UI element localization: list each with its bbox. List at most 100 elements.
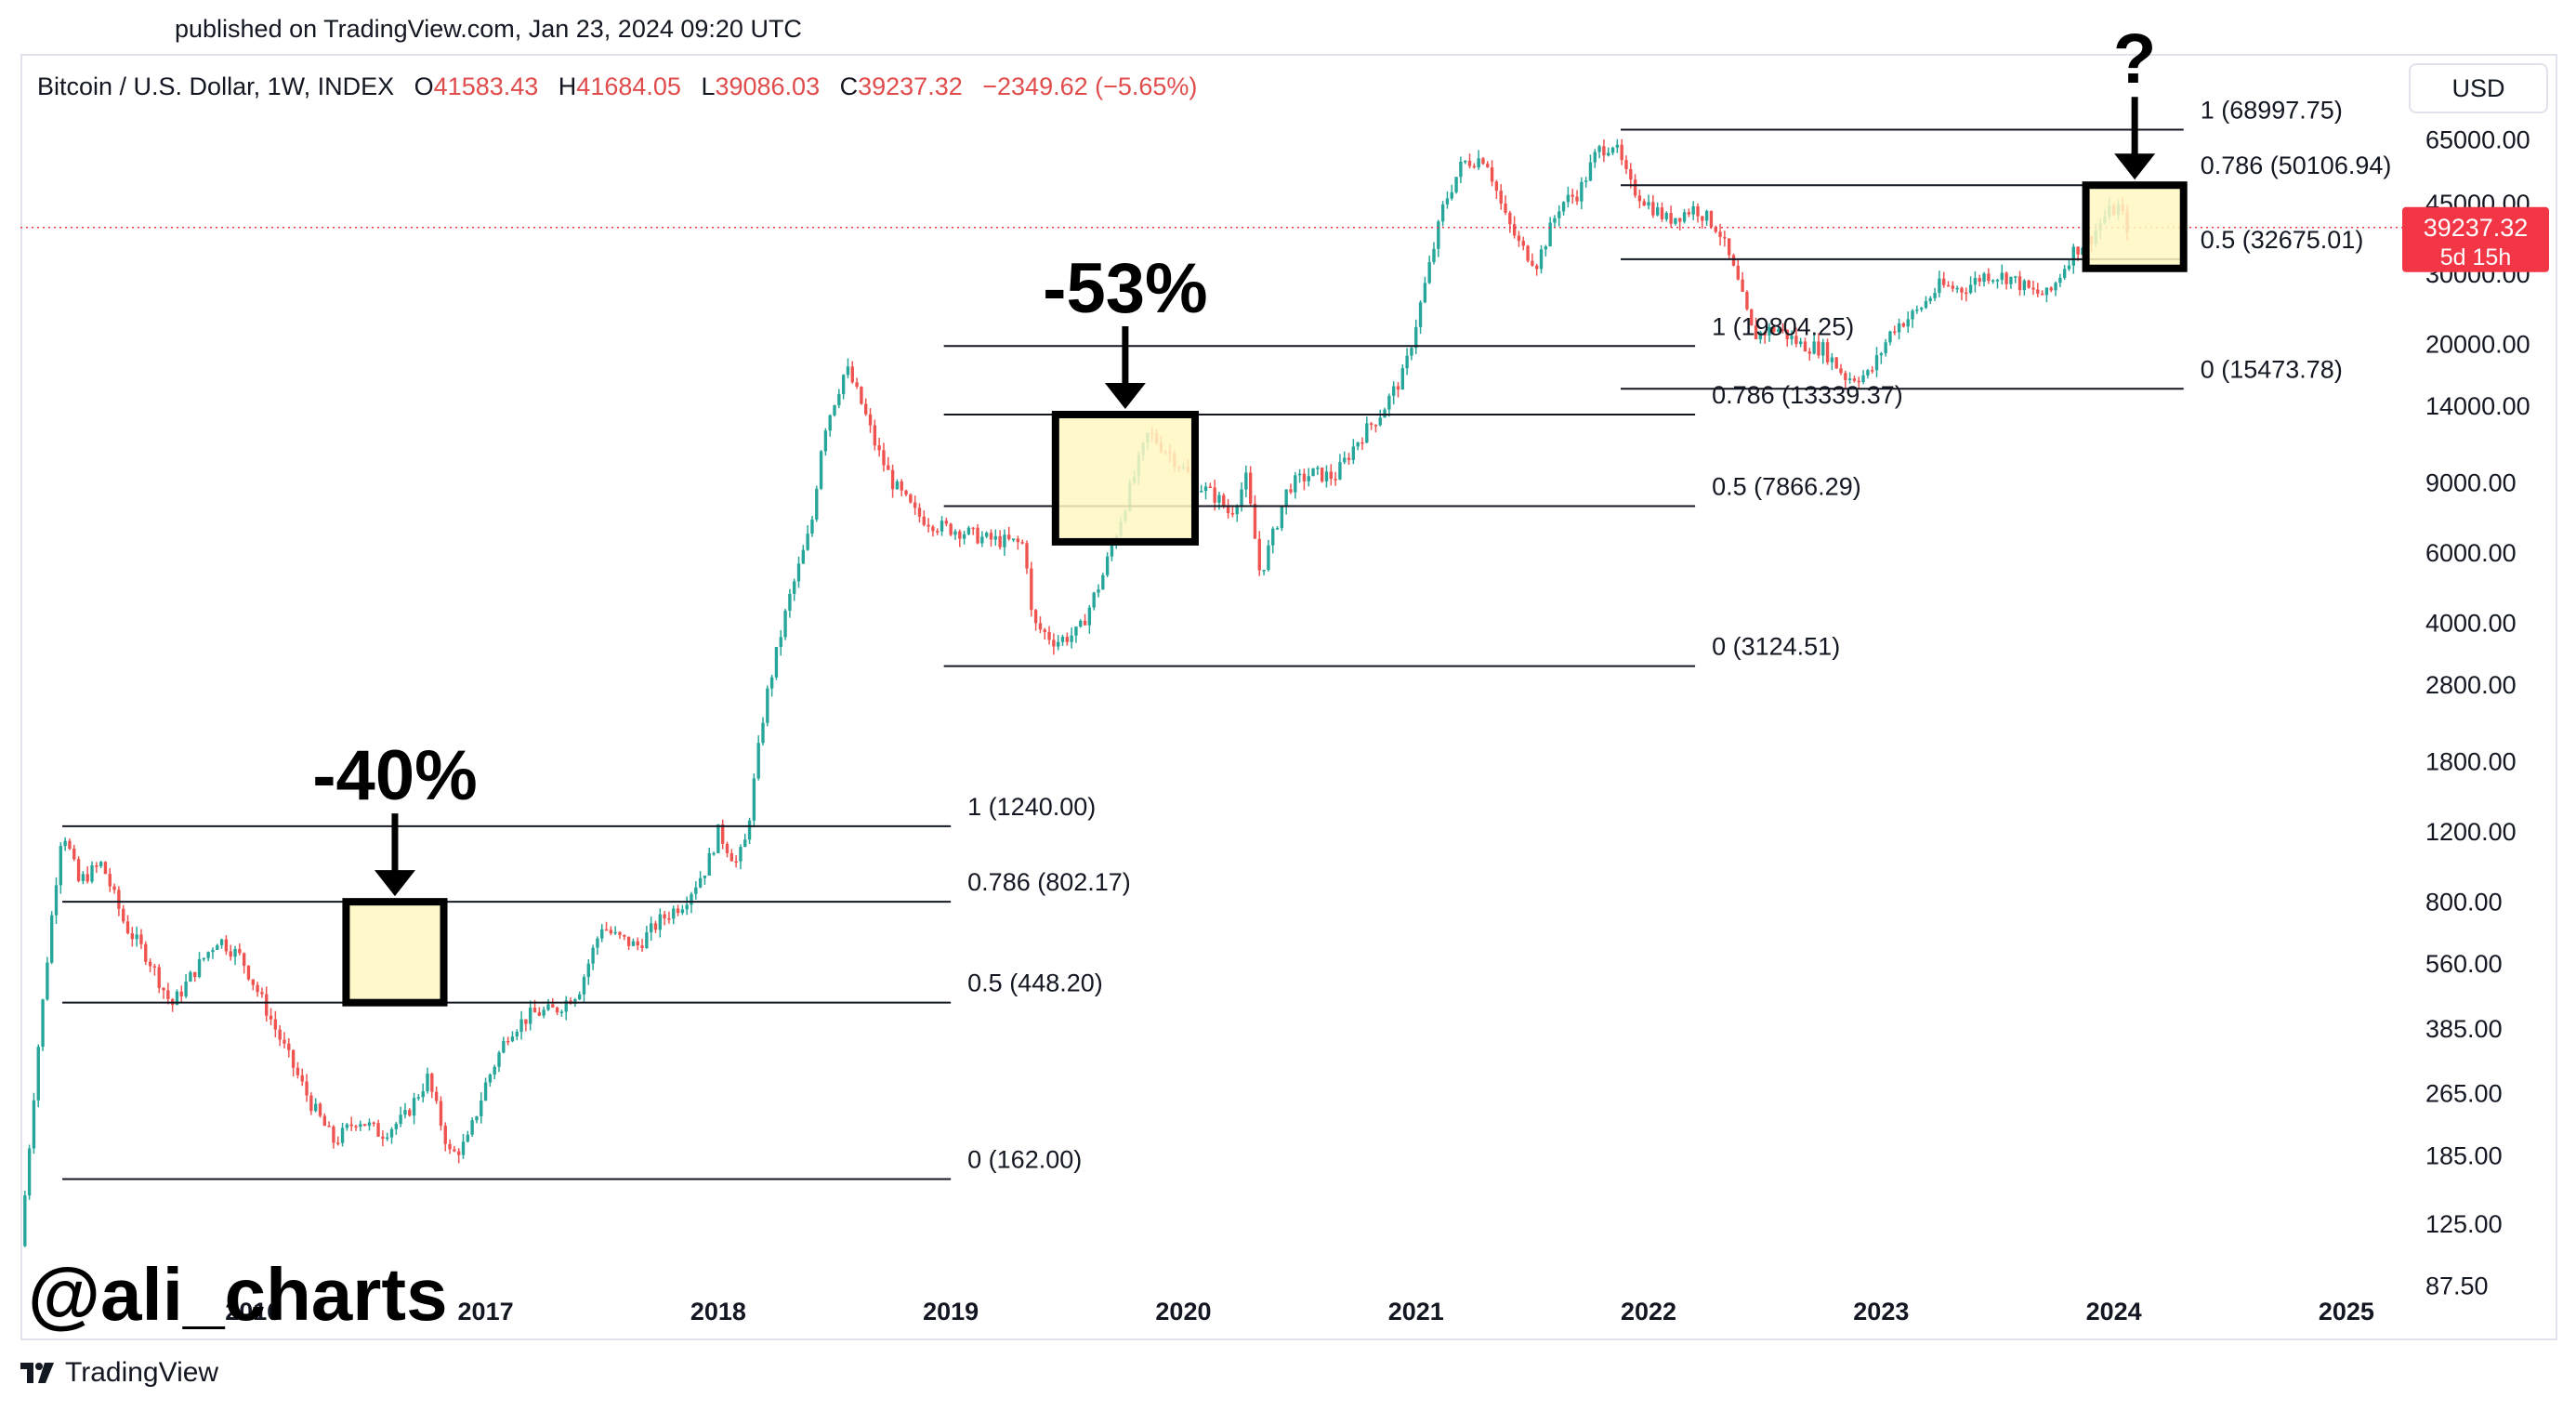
candle: [448, 1143, 452, 1150]
candle: [860, 387, 863, 404]
candle: [529, 1008, 532, 1024]
candle: [917, 508, 922, 517]
candle: [815, 488, 819, 520]
candle: [345, 1124, 349, 1128]
candle: [54, 885, 59, 916]
high-value: 41684.05: [576, 73, 681, 100]
candle: [725, 843, 729, 853]
candle: [2004, 272, 2008, 284]
y-axis-tick-label: 6000.00: [2425, 539, 2517, 567]
candle: [1745, 291, 1749, 310]
candle: [189, 971, 192, 982]
candle: [1830, 357, 1834, 363]
annotation-arrow-head: [2114, 153, 2156, 180]
candle: [313, 1103, 318, 1112]
candle: [756, 743, 760, 779]
change-value: −2349.62 (−5.65%): [982, 73, 1198, 100]
candle: [1718, 231, 1722, 238]
candle: [443, 1126, 447, 1144]
candle: [453, 1149, 456, 1152]
candle: [1405, 355, 1409, 369]
candle: [739, 847, 743, 862]
candle: [707, 853, 711, 876]
candle: [162, 987, 165, 991]
candle: [922, 516, 926, 525]
candle: [1839, 368, 1843, 374]
candle: [1324, 471, 1329, 481]
candle: [1629, 168, 1633, 180]
candle: [322, 1115, 326, 1127]
candle: [734, 861, 738, 864]
candle: [135, 934, 138, 940]
candle: [1674, 218, 1677, 224]
candle: [502, 1040, 506, 1053]
candle: [1257, 538, 1261, 571]
candle: [41, 999, 45, 1048]
candle: [1033, 610, 1038, 624]
candle: [1472, 165, 1477, 168]
candle: [779, 637, 782, 647]
candle: [833, 405, 836, 415]
candle: [564, 1000, 568, 1012]
candle: [1799, 341, 1803, 345]
candle: [367, 1122, 372, 1127]
candle: [359, 1124, 362, 1127]
candle: [506, 1040, 510, 1043]
candle: [537, 1012, 542, 1016]
candle: [716, 824, 720, 853]
candle: [743, 839, 747, 848]
y-axis-tick-label: 560.00: [2425, 950, 2503, 978]
candle: [211, 949, 215, 953]
published-note: published on TradingView.com, Jan 23, 20…: [175, 15, 802, 43]
candle: [1987, 273, 1991, 282]
candle: [1294, 475, 1297, 493]
candle: [1477, 158, 1480, 168]
candle: [1660, 207, 1664, 219]
candle: [1664, 213, 1668, 219]
candle: [1727, 238, 1731, 256]
candle: [1561, 202, 1566, 212]
y-axis-tick-label: 800.00: [2425, 889, 2503, 916]
candle: [1701, 216, 1704, 221]
candle: [470, 1120, 474, 1135]
candle: [1580, 181, 1584, 202]
candle: [604, 929, 609, 931]
candle: [1087, 607, 1092, 626]
candle: [698, 877, 703, 888]
candle: [27, 1148, 32, 1196]
candle: [1297, 473, 1302, 476]
candle: [2071, 246, 2075, 266]
candle: [1065, 637, 1069, 642]
annotation-label: -53%: [1043, 249, 1207, 328]
fib-level-label: 1 (68997.75): [2201, 97, 2343, 125]
candle: [841, 375, 846, 394]
candle: [1226, 507, 1230, 514]
candle: [1871, 370, 1874, 372]
candle: [2000, 272, 2004, 281]
candle: [877, 445, 881, 451]
highlight-box: [1051, 410, 1199, 546]
candle: [672, 908, 676, 919]
candle: [984, 533, 989, 537]
author-watermark: @ali_charts: [28, 1253, 448, 1336]
candle: [493, 1066, 496, 1075]
candle: [112, 886, 116, 890]
candle: [1776, 329, 1781, 332]
candle: [1343, 457, 1347, 463]
candle: [1911, 310, 1914, 320]
candle: [1351, 446, 1356, 460]
candle: [1995, 280, 2000, 282]
candle: [993, 535, 997, 540]
candle: [546, 1004, 550, 1010]
candle: [349, 1124, 353, 1127]
candle: [300, 1075, 304, 1082]
candle: [1271, 528, 1275, 546]
candle: [434, 1091, 439, 1101]
currency-button[interactable]: USD: [2409, 63, 2548, 113]
tradingview-brand[interactable]: TradingView: [20, 1357, 218, 1389]
candle: [752, 778, 756, 821]
candle: [260, 992, 264, 995]
candle: [868, 414, 873, 426]
x-axis-tick-label: 2025: [2319, 1298, 2374, 1325]
